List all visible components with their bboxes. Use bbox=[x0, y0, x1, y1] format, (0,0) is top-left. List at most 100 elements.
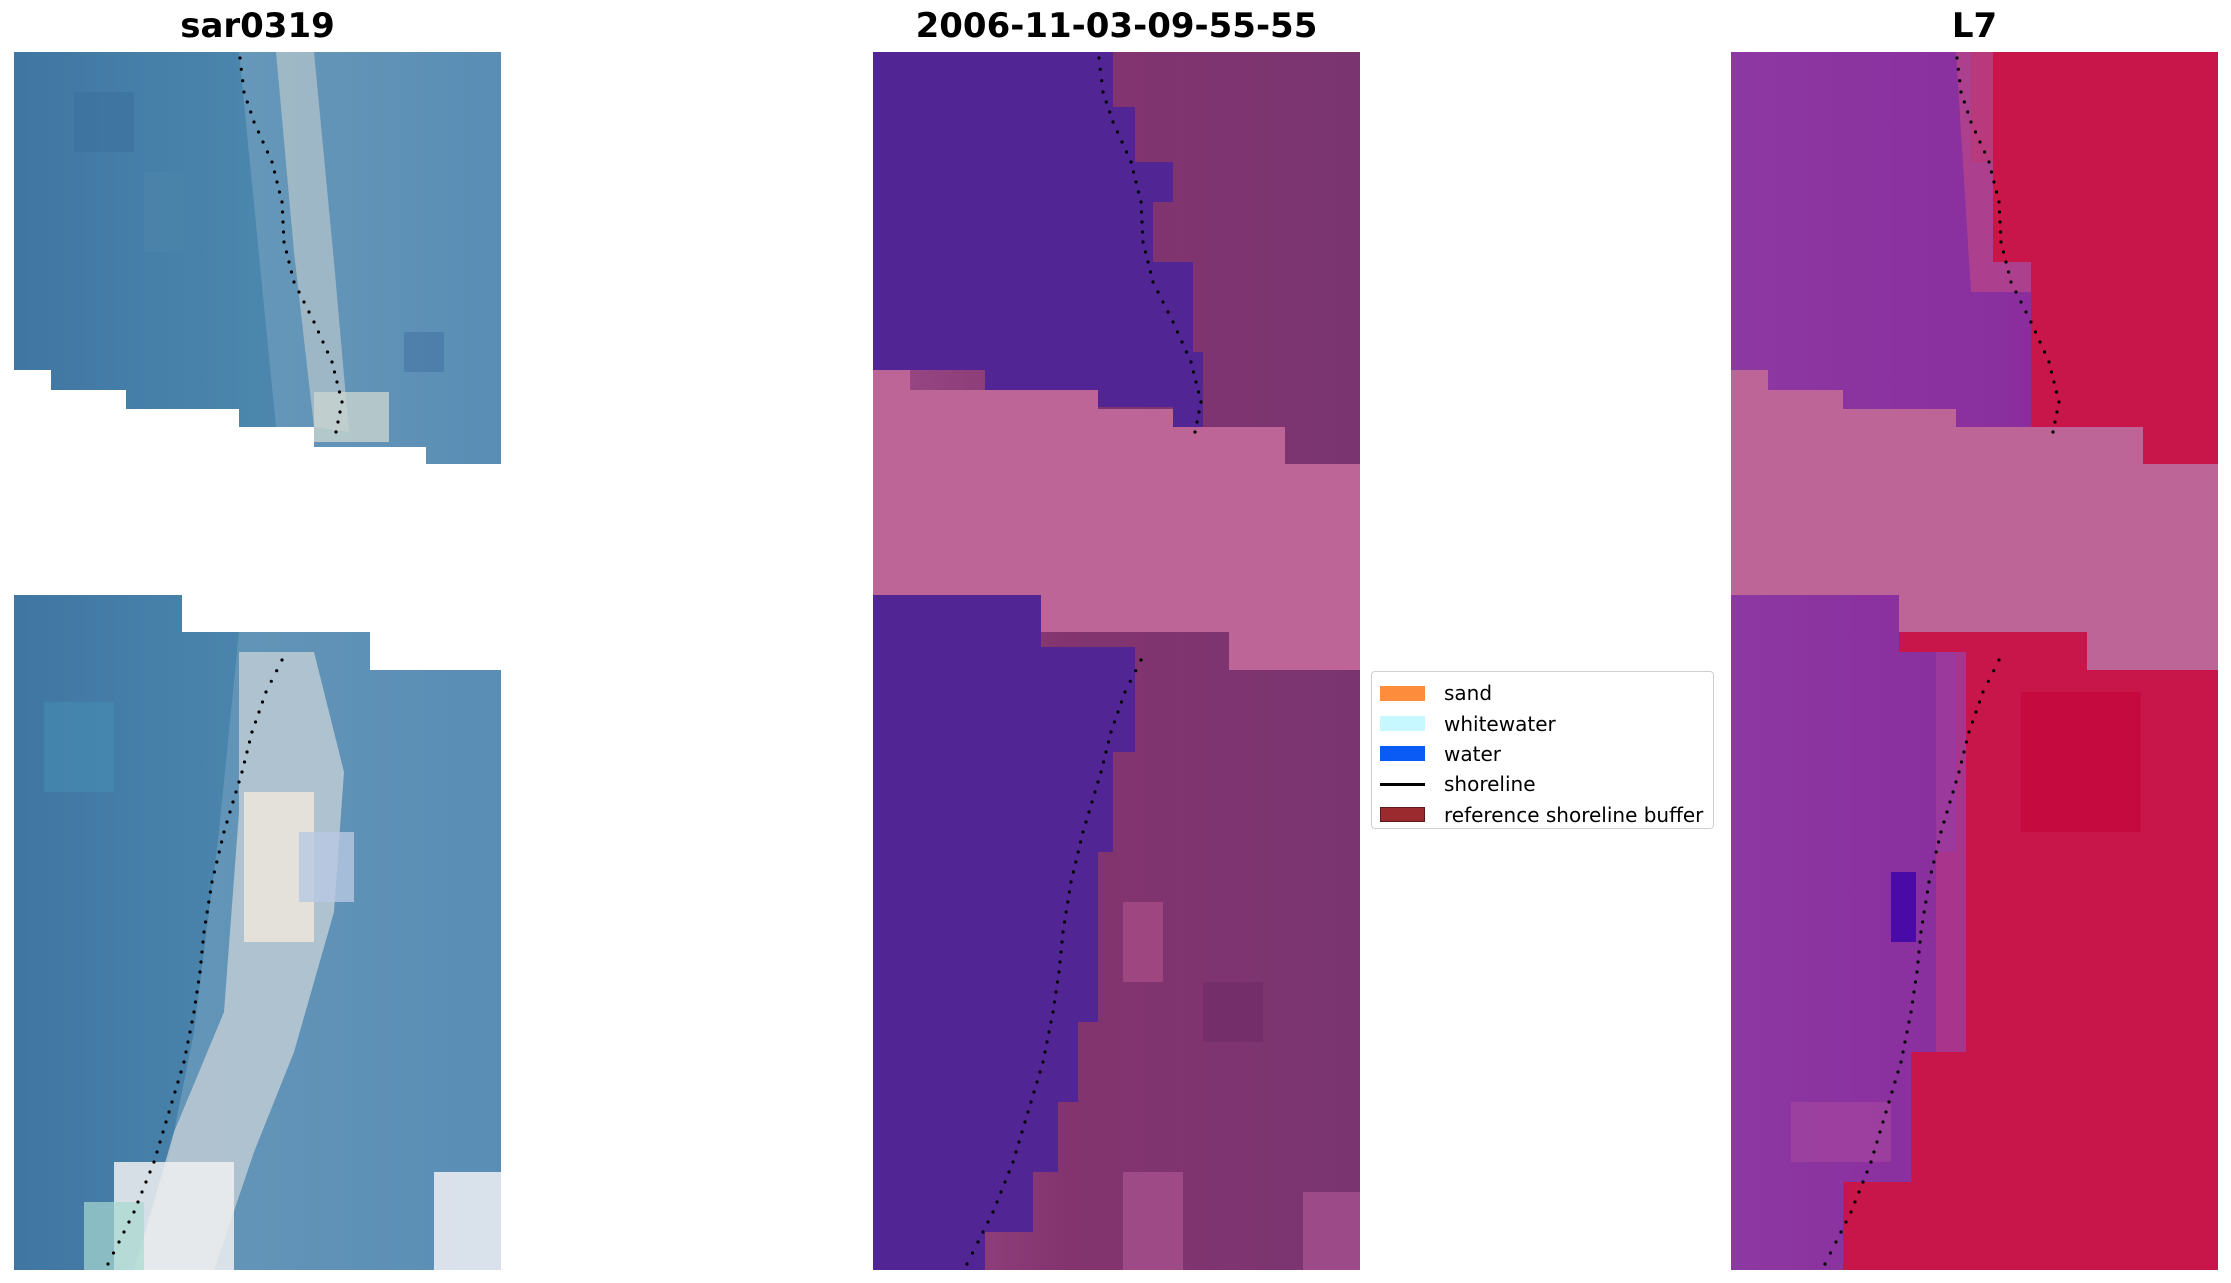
shoreline-dot bbox=[2054, 390, 2059, 394]
shoreline-dot bbox=[1055, 980, 1060, 984]
legend-label: reference shoreline buffer bbox=[1444, 802, 1704, 827]
shoreline-dot bbox=[1014, 1150, 1018, 1154]
shoreline-dot bbox=[1049, 1020, 1053, 1024]
shoreline-dot bbox=[1199, 400, 1203, 404]
shoreline-dot bbox=[220, 840, 224, 844]
shoreline-dot bbox=[1994, 190, 1999, 194]
shoreline-dot bbox=[1893, 1080, 1897, 1084]
shoreline-dot bbox=[250, 730, 254, 734]
shoreline-dot bbox=[240, 770, 244, 774]
shoreline-dot bbox=[1096, 780, 1100, 784]
shoreline-dot bbox=[1074, 860, 1078, 864]
shoreline-dot bbox=[190, 1020, 194, 1024]
shoreline-dot bbox=[1097, 56, 1101, 60]
legend-label: whitewater bbox=[1444, 711, 1556, 736]
panel-title-classified: 2006-11-03-09-55-55 bbox=[915, 6, 1318, 46]
legend-item-water: water bbox=[1380, 739, 1713, 769]
shoreline-dot bbox=[1146, 260, 1150, 264]
shoreline-dot bbox=[1119, 700, 1124, 704]
shoreline-dot bbox=[249, 110, 253, 114]
shoreline-dot bbox=[289, 270, 294, 274]
shoreline-dot bbox=[1180, 340, 1184, 344]
shoreline-dot bbox=[2006, 270, 2011, 274]
legend-item-reference-buffer: reference shoreline buffer bbox=[1380, 800, 1713, 830]
shoreline-dot bbox=[1937, 840, 1941, 844]
shoreline-dot bbox=[1939, 830, 1943, 834]
shoreline-dot bbox=[1998, 230, 2003, 234]
shoreline-dot bbox=[1916, 960, 1920, 964]
shoreline-dot bbox=[1907, 1020, 1911, 1024]
shoreline-dots bbox=[106, 56, 344, 1266]
shoreline-dot bbox=[1977, 700, 1982, 704]
legend-swatch-sand bbox=[1380, 685, 1425, 701]
legend-swatch-water bbox=[1380, 746, 1425, 762]
shoreline-dot bbox=[1962, 750, 1966, 754]
shoreline-dot bbox=[241, 79, 245, 83]
shoreline-dot bbox=[127, 1220, 131, 1224]
legend-item-whitewater: whitewater bbox=[1380, 708, 1713, 738]
shoreline-dot bbox=[284, 250, 289, 254]
shoreline-dot bbox=[1116, 710, 1120, 714]
shoreline-dot bbox=[2049, 370, 2054, 374]
shoreline-dot bbox=[1828, 1251, 1833, 1255]
shoreline-dot bbox=[1917, 950, 1921, 954]
shoreline-dot bbox=[1026, 1110, 1030, 1114]
shoreline-dot bbox=[1998, 220, 2002, 224]
shoreline-dot bbox=[207, 900, 211, 904]
shoreline-dot bbox=[1052, 1000, 1057, 1004]
shoreline-dot bbox=[970, 1251, 975, 1255]
shoreline-dot bbox=[1032, 1090, 1036, 1094]
shoreline-dot bbox=[1915, 970, 1919, 974]
shoreline-dot bbox=[158, 1140, 162, 1144]
shoreline-dot bbox=[1849, 1210, 1853, 1214]
shoreline-dot bbox=[1140, 230, 1145, 234]
shoreline-dot bbox=[1101, 90, 1105, 94]
shoreline-dot bbox=[1100, 79, 1104, 83]
shoreline-dot bbox=[1924, 900, 1928, 904]
shoreline-dot bbox=[325, 350, 330, 354]
shoreline-dot bbox=[316, 330, 321, 334]
shoreline-dot bbox=[1059, 950, 1063, 954]
shoreline-dot bbox=[1992, 180, 1996, 184]
shoreline-dot bbox=[176, 1080, 180, 1084]
shoreline-dot bbox=[1128, 679, 1132, 683]
shoreline-dot bbox=[2001, 250, 2006, 254]
shoreline-dot bbox=[297, 290, 301, 294]
shoreline-dot bbox=[1043, 1050, 1047, 1054]
shoreline-dot bbox=[282, 240, 286, 244]
shoreline-dot bbox=[1134, 669, 1138, 673]
shoreline-dot bbox=[111, 1251, 116, 1255]
panel-title-rgb: sar0319 bbox=[180, 6, 335, 46]
shoreline-dot bbox=[281, 230, 286, 234]
shoreline-dot bbox=[210, 880, 214, 884]
shoreline-dot bbox=[334, 430, 338, 434]
shoreline-dot bbox=[234, 790, 238, 794]
shoreline-dot bbox=[292, 280, 296, 284]
shoreline-dot bbox=[1865, 1170, 1869, 1174]
shoreline-dot bbox=[164, 1120, 168, 1124]
shoreline-dot bbox=[2024, 310, 2028, 314]
shoreline-dot bbox=[986, 1220, 990, 1224]
shoreline-dot bbox=[1090, 800, 1094, 804]
legend-label: shoreline bbox=[1444, 772, 1536, 797]
shoreline-dot bbox=[2029, 320, 2033, 324]
shoreline-dot bbox=[1134, 180, 1138, 184]
shoreline-dot bbox=[1927, 880, 1931, 884]
shoreline-dot bbox=[1191, 370, 1196, 374]
shoreline-dot bbox=[1869, 1160, 1873, 1164]
shoreline-dot bbox=[335, 380, 339, 384]
legend-item-sand: sand bbox=[1380, 678, 1713, 708]
shoreline-dot bbox=[1919, 930, 1923, 934]
shoreline-dot bbox=[239, 67, 243, 71]
shoreline-dot bbox=[1962, 100, 1966, 104]
shoreline-dots bbox=[1823, 56, 2061, 1266]
shoreline-dot bbox=[1041, 1060, 1045, 1064]
shoreline-dot bbox=[1017, 1140, 1021, 1144]
shoreline-dot bbox=[1839, 1230, 1843, 1234]
shoreline-dot bbox=[277, 190, 282, 194]
shoreline-dot bbox=[1069, 880, 1073, 884]
shoreline-dot bbox=[1115, 130, 1120, 134]
shoreline-dot bbox=[1948, 800, 1952, 804]
shoreline-dot bbox=[170, 1100, 174, 1104]
shoreline-dot bbox=[1139, 200, 1143, 204]
